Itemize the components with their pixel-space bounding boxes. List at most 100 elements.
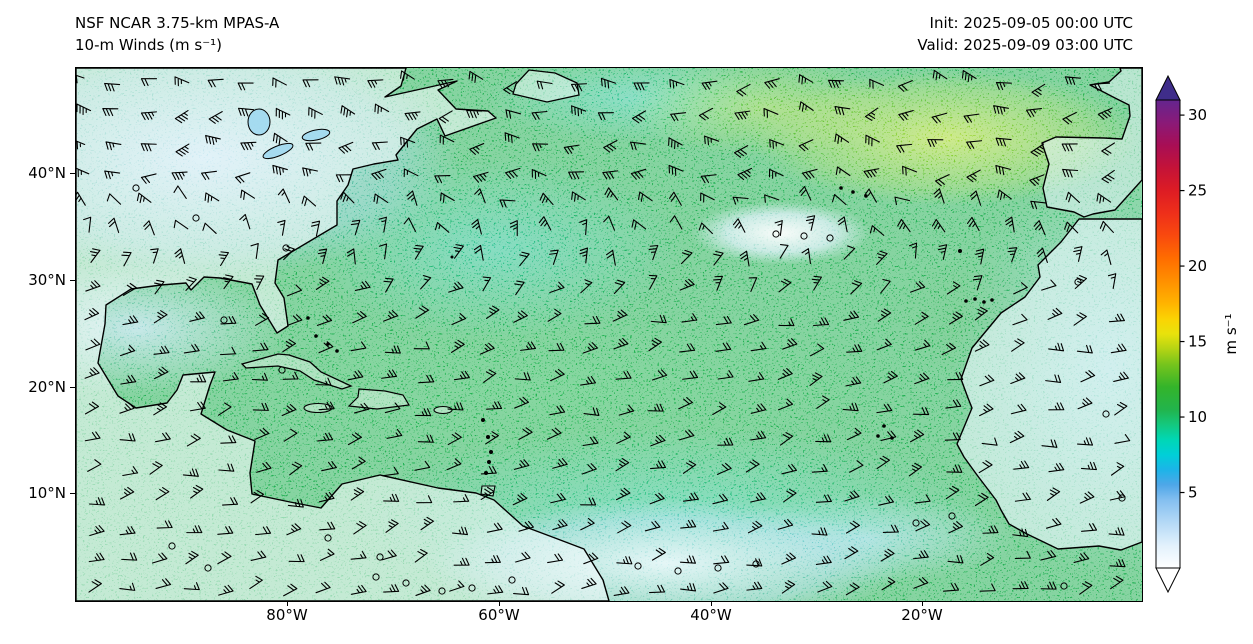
wind-barb bbox=[140, 143, 157, 152]
wind-barb bbox=[670, 112, 687, 122]
calm-circle bbox=[714, 564, 722, 572]
wind-barb bbox=[844, 490, 860, 502]
wind-barb bbox=[1101, 142, 1115, 156]
wind-barb bbox=[1048, 462, 1065, 473]
wind-barb bbox=[946, 464, 963, 473]
wind-barb bbox=[346, 248, 356, 265]
lat-tick-mark bbox=[70, 493, 75, 495]
calm-circle bbox=[508, 576, 516, 584]
wind-barb bbox=[915, 519, 931, 532]
wind-barb bbox=[997, 189, 1012, 200]
wind-barb bbox=[440, 192, 455, 203]
colorbar-label: m s⁻¹ bbox=[1222, 313, 1240, 354]
wind-barb bbox=[779, 244, 789, 259]
wind-barb bbox=[90, 248, 101, 263]
wind-barb bbox=[174, 110, 189, 124]
wind-barb bbox=[698, 107, 714, 121]
wind-barb bbox=[383, 584, 400, 593]
wind-barb bbox=[782, 338, 798, 350]
wind-barb bbox=[713, 275, 723, 291]
wind-barb bbox=[750, 341, 767, 352]
wind-barb bbox=[122, 282, 137, 296]
wind-barb bbox=[1093, 82, 1111, 92]
wind-barb bbox=[289, 461, 303, 476]
wind-barb bbox=[88, 552, 105, 563]
wind-barb bbox=[414, 460, 431, 471]
wind-barb bbox=[383, 493, 400, 502]
wind-barb bbox=[843, 310, 860, 321]
wind-barb bbox=[845, 582, 860, 596]
wind-barb bbox=[354, 280, 371, 291]
wind-barb bbox=[140, 173, 157, 184]
wind-barb bbox=[1029, 174, 1045, 186]
wind-barb bbox=[1073, 312, 1087, 326]
wind-barb bbox=[403, 217, 417, 232]
wind-map bbox=[75, 67, 1143, 602]
wind-barb bbox=[204, 192, 220, 203]
calm-circle bbox=[376, 553, 384, 561]
colorbar-tick-label: 20 bbox=[1188, 257, 1207, 275]
wind-barb bbox=[846, 344, 863, 353]
wind-barb bbox=[700, 174, 717, 184]
wind-barb bbox=[650, 314, 667, 324]
wind-barb bbox=[568, 171, 585, 180]
wind-barb bbox=[84, 431, 101, 442]
wind-barb bbox=[979, 374, 995, 387]
wind-barb bbox=[650, 434, 666, 447]
wind-barb bbox=[549, 281, 565, 294]
wind-barb bbox=[283, 428, 298, 442]
wind-barb bbox=[514, 372, 531, 381]
wind-barb bbox=[251, 372, 268, 381]
wind-barb bbox=[536, 80, 553, 90]
wind-barb bbox=[941, 342, 957, 356]
wind-barb bbox=[763, 107, 779, 118]
wind-barb bbox=[914, 372, 930, 385]
wind-barb bbox=[283, 583, 298, 597]
wind-barb bbox=[1064, 221, 1079, 234]
wind-barb bbox=[648, 244, 659, 261]
wind-barb bbox=[747, 520, 763, 534]
wind-barb bbox=[974, 306, 988, 321]
wind-barb bbox=[217, 402, 232, 416]
wind-barb bbox=[381, 369, 398, 379]
wind-barb bbox=[318, 341, 334, 354]
wind-barb bbox=[514, 280, 525, 296]
wind-barb bbox=[217, 551, 232, 565]
wind-barb bbox=[472, 171, 489, 183]
wind-barb bbox=[1110, 462, 1125, 476]
wind-barb bbox=[466, 109, 483, 119]
wind-barb bbox=[1040, 550, 1057, 561]
wind-barb bbox=[1033, 220, 1046, 236]
wind-barb bbox=[678, 429, 695, 441]
wind-barb bbox=[616, 556, 633, 565]
wind-barb bbox=[373, 193, 389, 204]
wind-barb bbox=[255, 313, 270, 326]
wind-barb bbox=[479, 342, 495, 355]
wind-barb bbox=[317, 432, 334, 442]
wind-barb bbox=[182, 468, 199, 477]
wind-barb bbox=[205, 135, 221, 145]
wind-barb bbox=[378, 216, 387, 233]
wind-barb bbox=[701, 80, 718, 91]
wind-barb bbox=[880, 548, 895, 562]
colorbar-tick-label: 15 bbox=[1188, 333, 1207, 351]
wind-barb bbox=[1010, 372, 1026, 385]
wind-barb bbox=[615, 370, 632, 380]
wind-barb bbox=[717, 370, 734, 380]
wind-barb bbox=[85, 280, 101, 292]
model-name: NSF NCAR 3.75-km MPAS-A bbox=[75, 14, 280, 32]
wind-barb bbox=[539, 192, 554, 206]
calm-circle bbox=[772, 230, 780, 238]
wind-barb bbox=[774, 220, 783, 237]
wind-barb bbox=[909, 429, 925, 443]
wind-barb bbox=[449, 580, 465, 592]
calm-circle bbox=[674, 567, 682, 575]
wind-barbs bbox=[76, 69, 1131, 597]
wind-barb bbox=[201, 170, 217, 181]
wind-barb bbox=[779, 432, 794, 446]
wind-barb bbox=[183, 343, 200, 354]
coastline-newfoundland bbox=[512, 69, 580, 103]
wind-barb bbox=[583, 407, 600, 416]
wind-barb bbox=[371, 141, 388, 151]
wind-barb bbox=[249, 575, 263, 590]
